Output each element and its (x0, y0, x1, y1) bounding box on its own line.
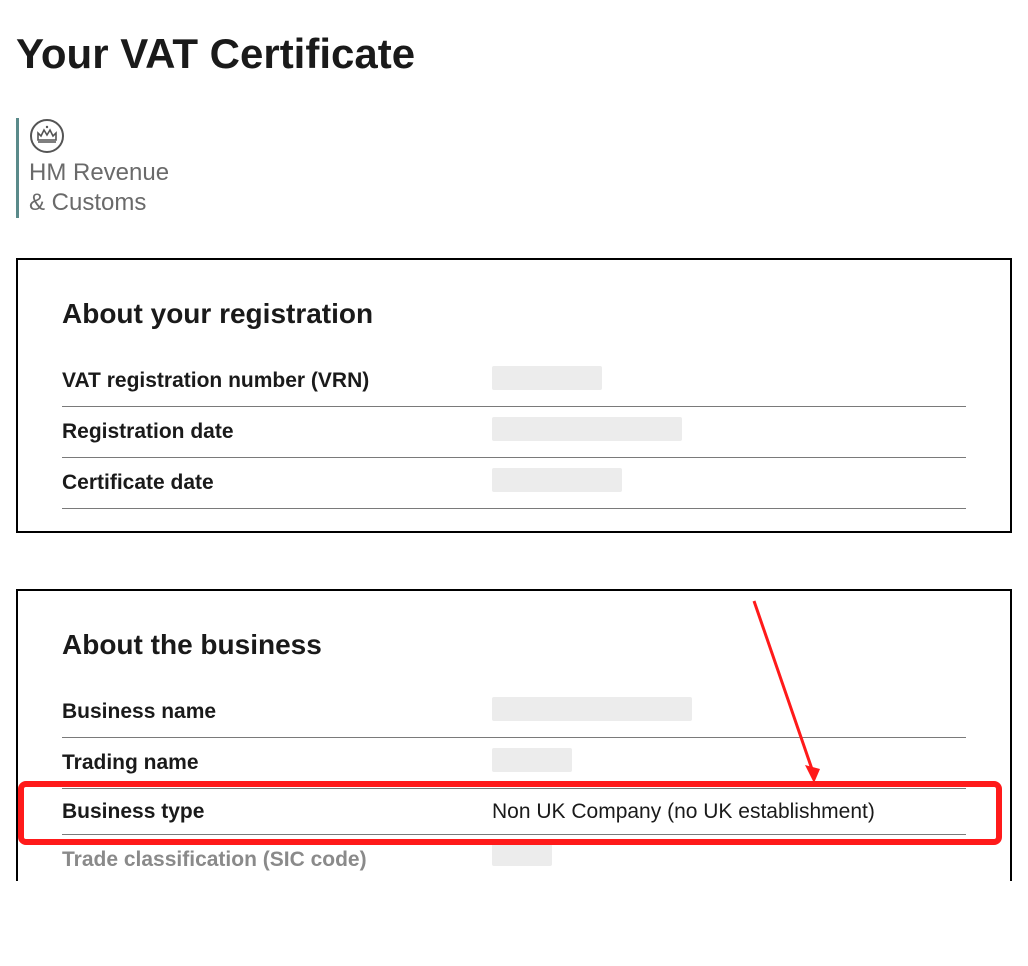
business-row-value (492, 748, 966, 778)
org-name-line2: & Customs (29, 189, 146, 216)
redacted-block (492, 417, 682, 441)
redacted-block (492, 366, 602, 390)
registration-row: VAT registration number (VRN) (62, 356, 966, 407)
registration-row-label: Registration date (62, 420, 492, 444)
redacted-block (492, 468, 622, 492)
org-name: HM Revenue & Customs (29, 158, 169, 218)
org-block: HM Revenue & Customs (16, 118, 1012, 218)
registration-row: Registration date (62, 407, 966, 458)
business-row: Trading name (62, 738, 966, 789)
org-name-line1: HM Revenue (29, 159, 169, 186)
business-section-title: About the business (62, 629, 966, 661)
redacted-block (492, 842, 552, 866)
registration-row-label: VAT registration number (VRN) (62, 369, 492, 393)
crown-icon (29, 118, 65, 154)
registration-row-value (492, 417, 966, 447)
business-row: Business typeNon UK Company (no UK estab… (62, 789, 966, 835)
business-row: Business name (62, 687, 966, 738)
business-row-label: Business name (62, 700, 492, 724)
business-row-value: Non UK Company (no UK establishment) (492, 800, 966, 824)
registration-row-label: Certificate date (62, 471, 492, 495)
business-rows: Business name Trading name Business typeNo… (62, 687, 966, 881)
business-row-value (492, 697, 966, 727)
registration-rows: VAT registration number (VRN) Registratio… (62, 356, 966, 509)
registration-row-value (492, 468, 966, 498)
business-row: Trade classification (SIC code) (62, 835, 966, 881)
business-row-value (492, 842, 966, 872)
business-row-label: Business type (62, 800, 492, 824)
registration-section: About your registration VAT registration… (16, 258, 1012, 533)
org-accent-bar (16, 118, 19, 218)
registration-row: Certificate date (62, 458, 966, 509)
business-row-label: Trade classification (SIC code) (62, 848, 492, 872)
page-title: Your VAT Certificate (16, 30, 1012, 78)
registration-section-title: About your registration (62, 298, 966, 330)
registration-row-value (492, 366, 966, 396)
redacted-block (492, 697, 692, 721)
business-section: About the business Business name Trading … (16, 589, 1012, 881)
business-row-label: Trading name (62, 751, 492, 775)
redacted-block (492, 748, 572, 772)
